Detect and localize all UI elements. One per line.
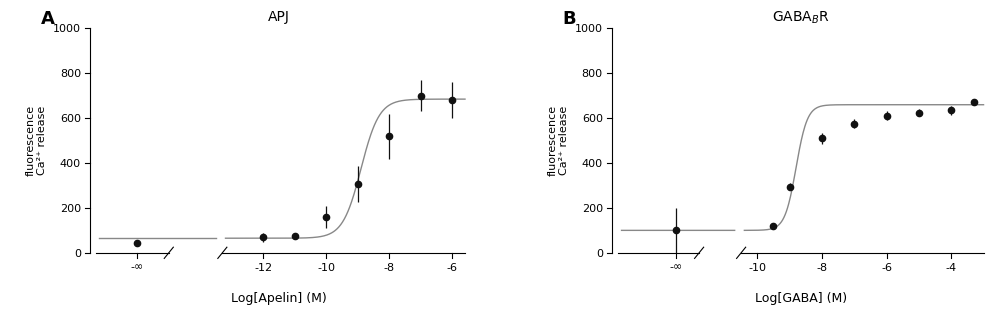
- Text: A: A: [41, 10, 55, 28]
- X-axis label: Log[Apelin] (M): Log[Apelin] (M): [231, 292, 327, 305]
- Title: GABA$_B$R: GABA$_B$R: [772, 9, 830, 26]
- Text: B: B: [563, 10, 576, 28]
- Y-axis label: fluorescence
Ca²⁺ release: fluorescence Ca²⁺ release: [548, 105, 569, 176]
- Title: APJ: APJ: [268, 10, 290, 25]
- Y-axis label: fluorescence
Ca²⁺ release: fluorescence Ca²⁺ release: [26, 105, 47, 176]
- X-axis label: Log[GABA] (M): Log[GABA] (M): [755, 292, 847, 305]
